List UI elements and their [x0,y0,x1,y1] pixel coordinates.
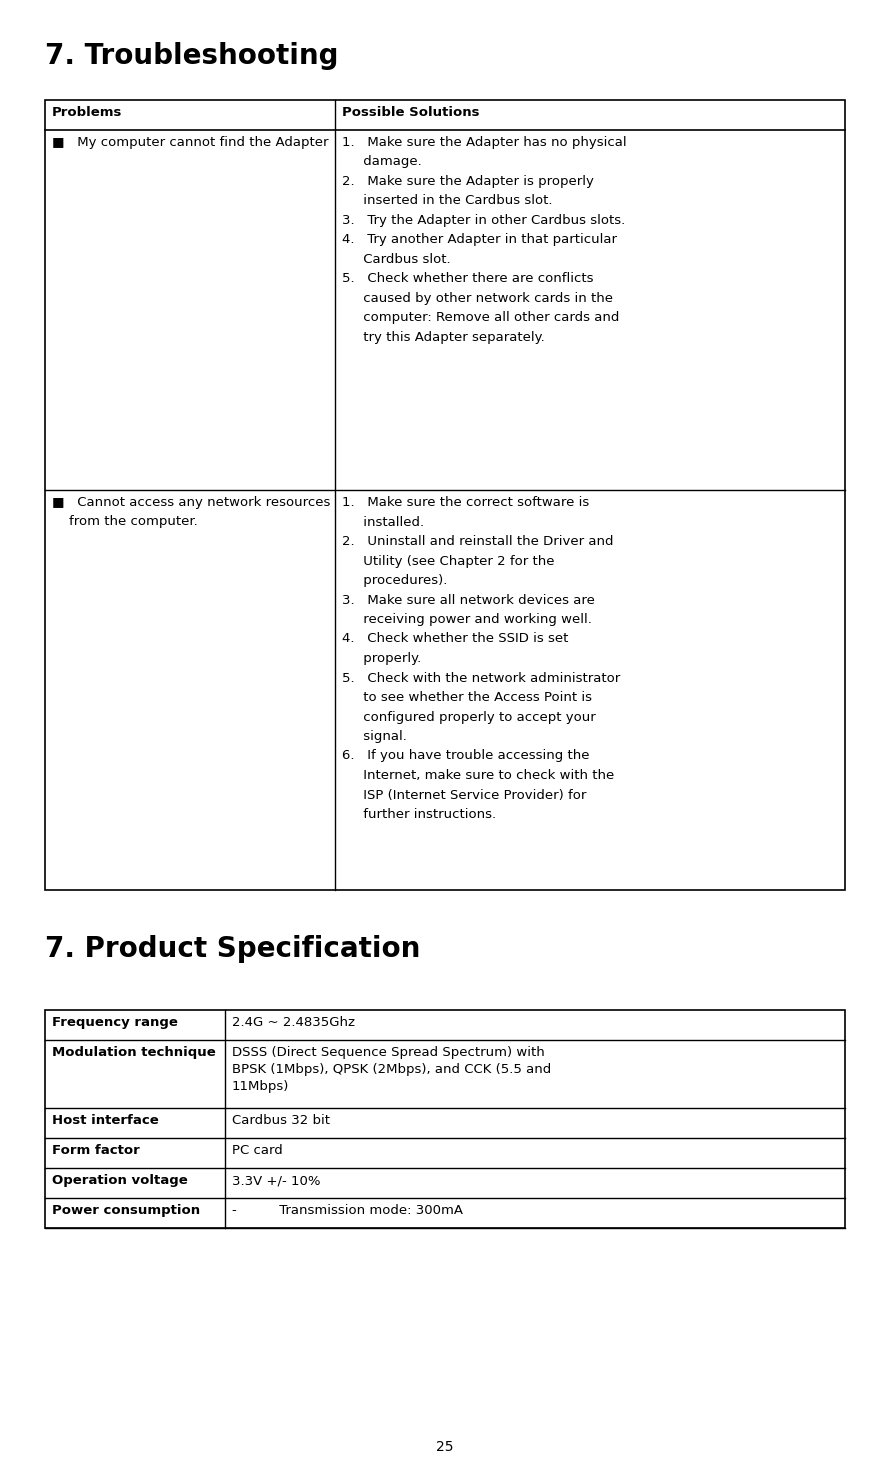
Text: Host interface: Host interface [52,1114,159,1127]
Text: Problems: Problems [52,106,123,119]
Text: 25: 25 [436,1441,453,1454]
Text: 1.   Make sure the correct software is
     installed.
2.   Uninstall and reinst: 1. Make sure the correct software is ins… [342,496,621,820]
Text: Cardbus 32 bit: Cardbus 32 bit [232,1114,330,1127]
Text: ■   Cannot access any network resources
    from the computer.: ■ Cannot access any network resources fr… [52,496,331,527]
Text: PC card: PC card [232,1145,283,1156]
Text: Power consumption: Power consumption [52,1203,200,1217]
Text: 2.4G ~ 2.4835Ghz: 2.4G ~ 2.4835Ghz [232,1016,355,1030]
Text: -          Transmission mode: 300mA: - Transmission mode: 300mA [232,1203,463,1217]
Text: Possible Solutions: Possible Solutions [342,106,479,119]
Text: Form factor: Form factor [52,1145,140,1156]
Text: Frequency range: Frequency range [52,1016,178,1030]
Text: DSSS (Direct Sequence Spread Spectrum) with
BPSK (1Mbps), QPSK (2Mbps), and CCK : DSSS (Direct Sequence Spread Spectrum) w… [232,1046,551,1093]
Bar [45,1010,845,1228]
Text: 3.3V +/- 10%: 3.3V +/- 10% [232,1174,321,1187]
Bar [45,100,845,890]
Text: 7. Troubleshooting: 7. Troubleshooting [45,43,339,71]
Text: ■   My computer cannot find the Adapter: ■ My computer cannot find the Adapter [52,136,329,149]
Text: 1.   Make sure the Adapter has no physical
     damage.
2.   Make sure the Adapt: 1. Make sure the Adapter has no physical… [342,136,627,345]
Text: 7. Product Specification: 7. Product Specification [45,935,420,963]
Text: Modulation technique: Modulation technique [52,1046,216,1059]
Text: Operation voltage: Operation voltage [52,1174,188,1187]
